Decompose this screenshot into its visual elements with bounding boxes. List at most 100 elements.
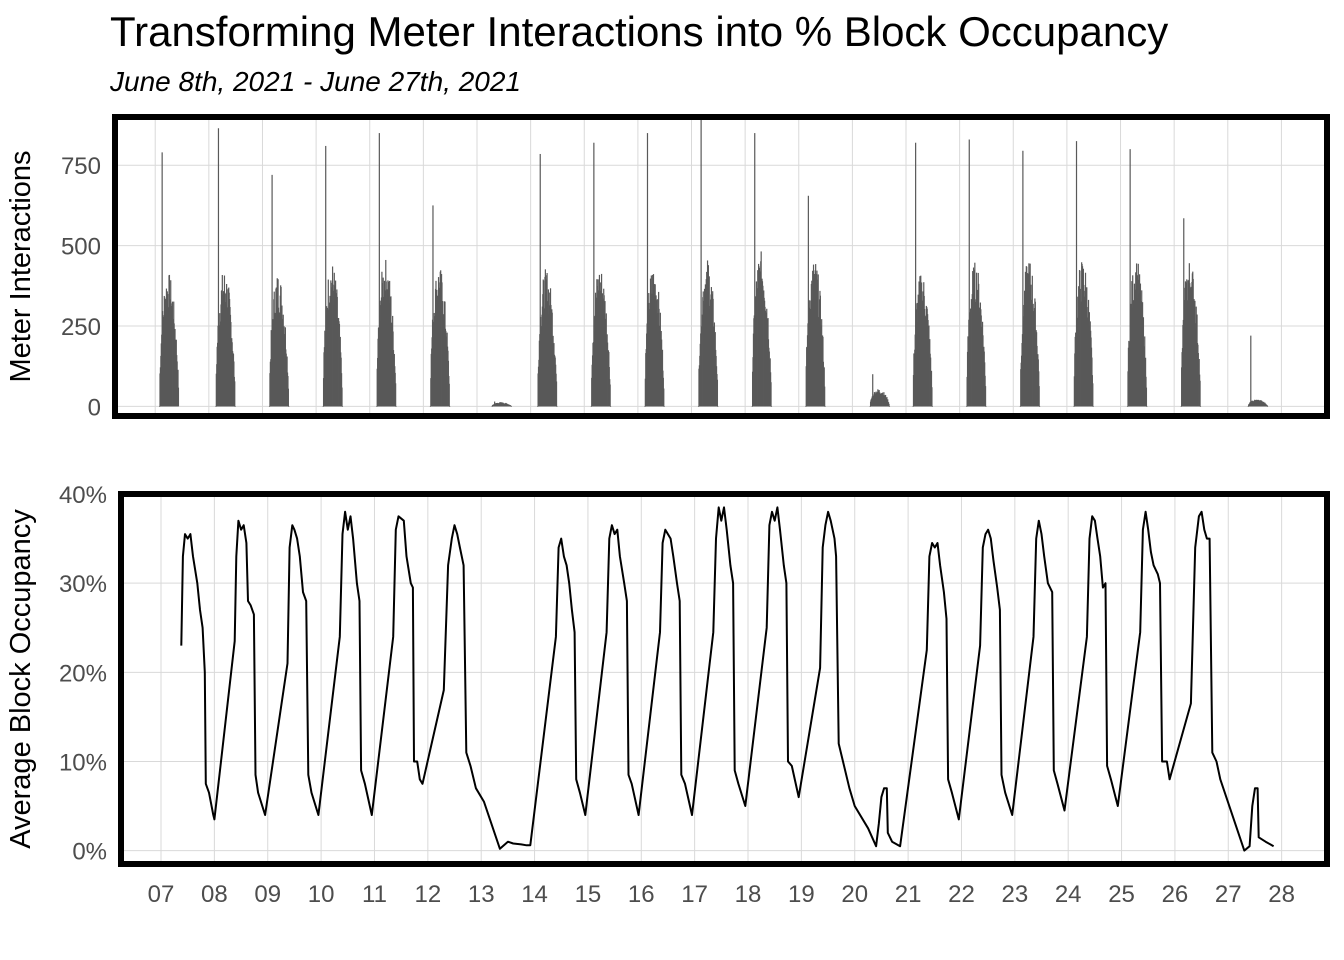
meter-interaction-bar <box>915 142 917 407</box>
meter-interaction-bar <box>1250 335 1252 407</box>
meter-interaction-bar <box>912 406 914 407</box>
meter-interaction-bar <box>449 406 451 407</box>
meter-interaction-bar <box>287 388 289 407</box>
bar-group-day <box>322 145 344 407</box>
bar-group-day <box>429 205 451 407</box>
bottom-y-tick-label: 20% <box>59 660 107 687</box>
meter-interaction-bar <box>716 379 719 407</box>
meter-interaction-bar <box>824 406 826 407</box>
meter-interaction-bar <box>590 406 592 407</box>
meter-interaction-bar <box>609 384 611 407</box>
x-tick-label: 07 <box>148 881 175 908</box>
meter-interaction-bar <box>717 406 719 407</box>
meter-interactions-panel: 0 250 500 750 Meter Interactions <box>5 114 1330 421</box>
x-tick-label: 26 <box>1162 881 1189 908</box>
meter-interaction-bar <box>158 406 161 407</box>
meter-interaction-bar <box>805 406 807 407</box>
meter-interaction-bar <box>448 383 450 407</box>
bar-group-day <box>158 152 180 407</box>
meter-interaction-bar <box>539 153 541 407</box>
x-tick-label: 11 <box>362 881 387 908</box>
x-tick-label: 22 <box>948 881 975 908</box>
top-panel-border <box>112 114 1330 419</box>
meter-interaction-bar <box>537 406 539 407</box>
x-tick-label: 17 <box>681 881 708 908</box>
meter-interaction-bar <box>288 406 290 407</box>
meter-interaction-bar <box>268 406 271 407</box>
top-y-tick-label: 750 <box>61 153 101 180</box>
x-tick-label: 24 <box>1055 881 1082 908</box>
meter-interaction-bar <box>770 406 773 407</box>
meter-interaction-bar <box>341 406 344 407</box>
meter-interaction-bar <box>395 383 397 407</box>
top-y-tick-label: 500 <box>61 234 101 261</box>
chart-title: Transforming Meter Interactions into % B… <box>110 8 1169 55</box>
meter-interaction-bar <box>968 139 970 407</box>
meter-interaction-bar <box>1039 406 1041 407</box>
meter-interaction-bar <box>429 406 431 407</box>
meter-interaction-bar <box>1247 406 1249 407</box>
meter-interaction-bar <box>325 145 327 407</box>
bar-group-day <box>869 374 891 407</box>
meter-interaction-bar <box>644 406 646 407</box>
meter-interaction-bar <box>888 404 890 407</box>
meter-interaction-bar <box>341 387 343 407</box>
x-tick-label: 10 <box>308 881 335 908</box>
meter-interaction-bar <box>234 406 236 407</box>
top-y-tick-label: 0 <box>88 394 101 421</box>
bar-group-day <box>912 142 933 407</box>
bottom-y-tick-label: 10% <box>59 749 107 776</box>
meter-interaction-bar <box>161 152 163 407</box>
occupancy-line <box>180 506 1275 852</box>
bottom-y-tick-label: 40% <box>59 482 107 509</box>
bar-group-day <box>1247 335 1269 407</box>
meter-interaction-bar <box>1266 406 1269 407</box>
x-tick-label: 18 <box>735 881 762 908</box>
meter-interaction-bar <box>646 133 649 407</box>
bottom-y-tick-label: 30% <box>59 571 107 598</box>
meter-interaction-bar <box>931 406 933 407</box>
x-tick-label: 21 <box>895 881 922 908</box>
x-tick-label: 20 <box>841 881 868 908</box>
meter-interaction-bar <box>494 401 496 407</box>
meter-interaction-bar <box>966 406 968 407</box>
x-tick-label: 15 <box>575 881 602 908</box>
bar-group-day <box>805 195 826 407</box>
bar-group-day <box>215 128 236 407</box>
x-tick-label: 09 <box>254 881 281 908</box>
top-y-axis-title: Meter Interactions <box>5 150 37 382</box>
meter-interaction-bar <box>663 388 665 407</box>
meter-interaction-bar <box>1199 380 1201 407</box>
meter-interaction-bar <box>1019 406 1021 407</box>
meter-interaction-bar <box>888 406 891 407</box>
bottom-y-axis-title: Average Block Occupancy <box>5 509 37 849</box>
meter-interaction-bar <box>432 205 434 407</box>
x-tick-label: 12 <box>414 881 441 908</box>
meter-interaction-bar <box>555 381 558 407</box>
meter-interaction-bar <box>869 406 871 407</box>
meter-interaction-bar <box>491 406 493 407</box>
bottom-y-tick-label: 0% <box>72 839 107 866</box>
meter-interaction-bar <box>1180 406 1182 407</box>
bar-group-day <box>376 133 397 407</box>
meter-interaction-bar <box>1129 149 1131 407</box>
meter-interaction-bar <box>322 406 324 407</box>
x-tick-label: 28 <box>1268 881 1295 908</box>
bottom-panel-border <box>118 491 1330 867</box>
x-tick-label: 14 <box>521 881 548 908</box>
bar-group-day <box>1019 150 1041 407</box>
meter-interaction-bar <box>1075 141 1078 407</box>
meter-interaction-bar <box>395 406 397 407</box>
bar-group-day <box>1126 149 1148 407</box>
bar-group-day <box>268 174 290 407</box>
x-tick-label: 08 <box>201 881 228 908</box>
meter-interaction-bar <box>824 386 826 407</box>
bar-group-day <box>537 153 558 407</box>
meter-interaction-bar <box>751 406 753 407</box>
meter-interaction-bar <box>1266 405 1268 407</box>
meter-interaction-bar <box>510 406 512 407</box>
x-tick-label: 19 <box>788 881 815 908</box>
bar-group-day <box>1180 218 1202 407</box>
meter-interaction-bar <box>663 406 665 407</box>
